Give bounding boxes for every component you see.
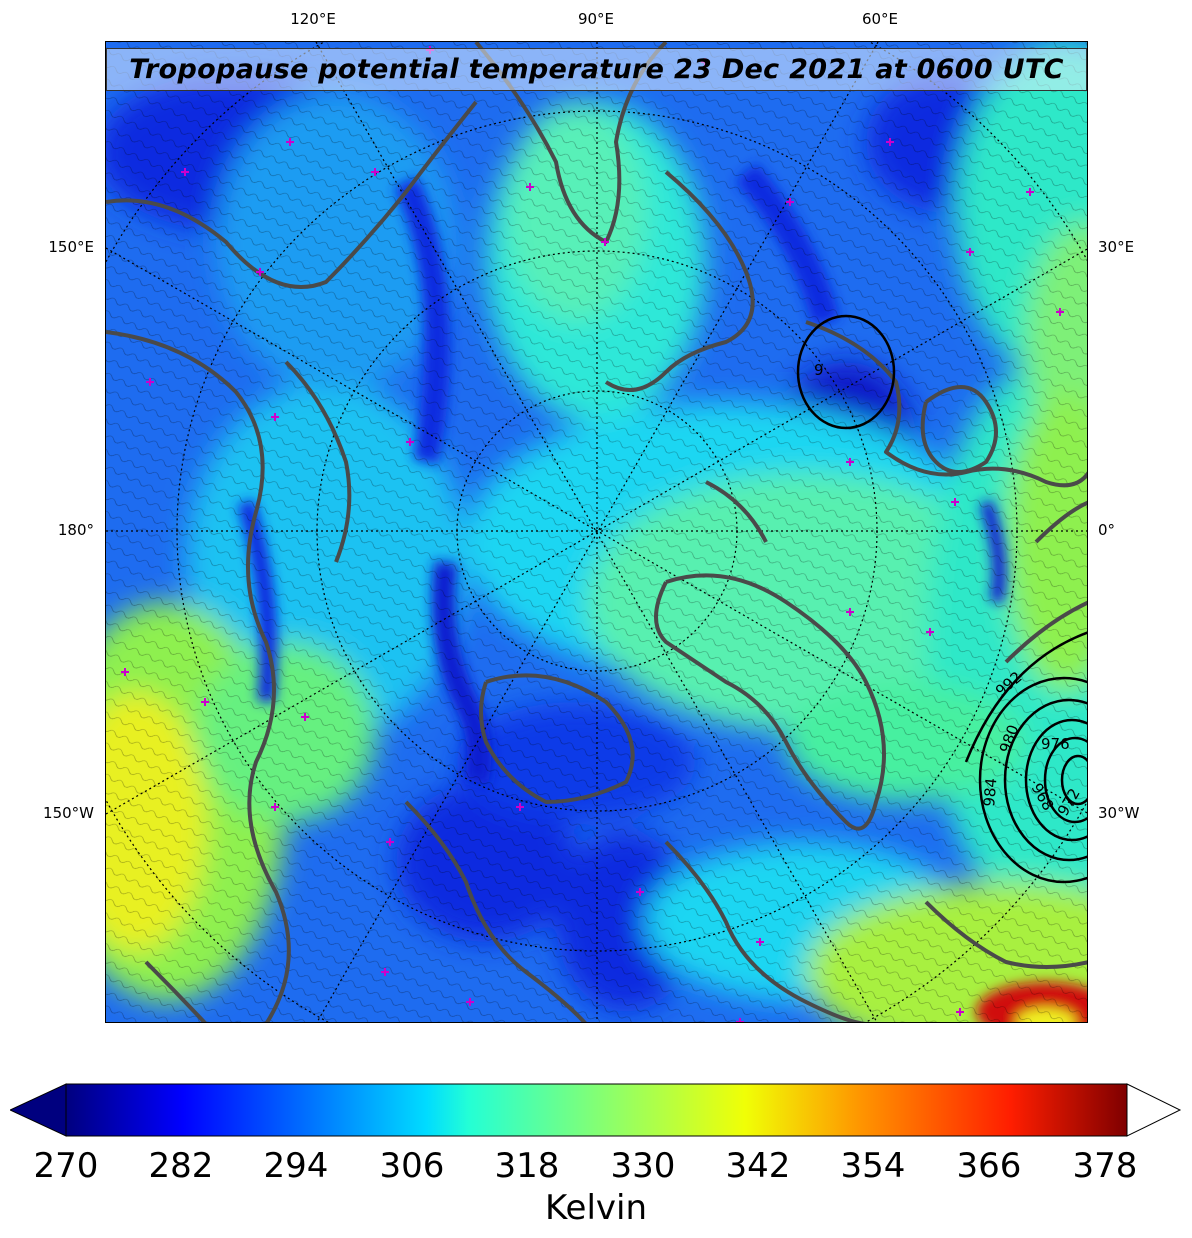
colorbar-tick: 318 bbox=[494, 1146, 560, 1186]
colorbar-tick: 366 bbox=[956, 1146, 1022, 1186]
colorbar-tick: 282 bbox=[148, 1146, 214, 1186]
map-title: Tropopause potential temperature 23 Dec … bbox=[129, 54, 1064, 85]
colorbar-tick: 294 bbox=[263, 1146, 329, 1186]
colorbar-tick: 330 bbox=[610, 1146, 676, 1186]
lon-label-180: 180° bbox=[57, 521, 94, 539]
lon-label-0: 0° bbox=[1098, 521, 1116, 539]
lon-label-60e: 60°E bbox=[861, 10, 899, 28]
colorbar-gradient bbox=[65, 1083, 1128, 1137]
theta-field-map: 992 980 976 984 968 972 9 bbox=[106, 42, 1087, 1022]
pressure-contours bbox=[796, 314, 1087, 884]
colorbar-tick: 306 bbox=[379, 1146, 445, 1186]
map-title-box: Tropopause potential temperature 23 Dec … bbox=[106, 48, 1087, 91]
colorbar bbox=[10, 1083, 1182, 1137]
colorbar-tick: 342 bbox=[725, 1146, 791, 1186]
lon-label-120e: 120°E bbox=[290, 10, 336, 28]
lon-label-150e: 150°E bbox=[48, 238, 94, 256]
contour-label-partial: 9 bbox=[814, 361, 824, 379]
lon-label-30w: 30°W bbox=[1098, 804, 1140, 822]
colorbar-tick: 378 bbox=[1072, 1146, 1138, 1186]
coastlines bbox=[106, 42, 1087, 1022]
colorbar-low-extend bbox=[10, 1083, 67, 1137]
graticule bbox=[106, 42, 1087, 1022]
colorbar-tick: 270 bbox=[33, 1146, 99, 1186]
lon-label-90e: 90°E bbox=[577, 10, 615, 28]
contour-label-984: 984 bbox=[980, 777, 1000, 807]
map-panel: 992 980 976 984 968 972 9 bbox=[105, 41, 1088, 1023]
colorbar-high-extend bbox=[1126, 1083, 1182, 1137]
lon-label-150w: 150°W bbox=[43, 804, 94, 822]
contour-label-976: 976 bbox=[1041, 735, 1070, 753]
colorbar-tick: 354 bbox=[840, 1146, 906, 1186]
lon-label-30e: 30°E bbox=[1098, 238, 1135, 256]
colorbar-label: Kelvin bbox=[544, 1188, 648, 1228]
